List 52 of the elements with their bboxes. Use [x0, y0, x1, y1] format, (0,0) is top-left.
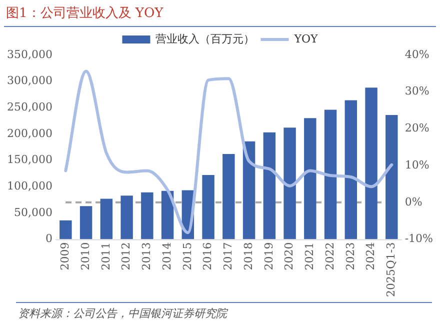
- legend-label: YOY: [293, 32, 319, 46]
- x-tick-label: 2023: [344, 242, 357, 270]
- x-tick-label: 2013: [140, 242, 154, 270]
- x-tick-label: 2015: [180, 242, 194, 270]
- y-tick-label: 200,000: [6, 126, 52, 140]
- x-tick-label: 2014: [160, 242, 174, 270]
- y2-tick-label: 30%: [404, 84, 430, 98]
- bar: [284, 128, 296, 240]
- bar: [365, 88, 378, 240]
- bar: [161, 190, 174, 240]
- x-tick-label: 2016: [201, 242, 214, 270]
- y-tick-label: 100,000: [6, 179, 52, 192]
- x-tick-label: 2012: [120, 242, 133, 270]
- y-tick-label: 250,000: [6, 100, 52, 114]
- bar: [263, 132, 276, 240]
- bar: [344, 100, 358, 240]
- chart-title: 图1：公司营业收入及 YOY: [6, 5, 164, 22]
- y2-tick-label: 0%: [404, 195, 422, 208]
- bar: [222, 154, 235, 240]
- y-tick-label: 0: [45, 232, 52, 246]
- bar: [242, 141, 256, 240]
- x-tick-label: 2009: [58, 242, 72, 270]
- y2-tick-label: -10%: [404, 232, 434, 246]
- x-tick-label: 2017: [222, 242, 235, 270]
- bar: [120, 196, 133, 240]
- x-tick-label: 2025Q1-3: [384, 242, 398, 298]
- y-tick-label: 350,000: [6, 48, 52, 61]
- x-tick-label: 2019: [262, 242, 276, 270]
- legend-label: 营业收入（百万元）: [156, 32, 255, 46]
- x-tick-label: 2022: [323, 242, 336, 270]
- bar: [304, 118, 316, 240]
- y2-tick-label: 40%: [404, 48, 430, 61]
- bar: [100, 198, 113, 240]
- bar: [202, 175, 214, 240]
- x-tick-label: 2010: [78, 242, 92, 270]
- bar: [386, 115, 398, 240]
- y2-tick-label: 20%: [404, 122, 430, 135]
- y-tick-label: 150,000: [6, 153, 52, 166]
- x-tick-label: 2020: [282, 242, 296, 270]
- x-tick-label: 2021: [303, 242, 316, 270]
- y-tick-label: 300,000: [6, 74, 52, 88]
- y2-tick-label: 10%: [404, 158, 430, 172]
- x-tick-label: 2024: [364, 242, 378, 270]
- bar: [141, 192, 154, 240]
- x-tick-label: 2011: [99, 242, 112, 270]
- y-tick-label: 50,000: [14, 206, 52, 219]
- bar: [80, 206, 92, 240]
- bar: [324, 110, 337, 240]
- bar: [60, 220, 72, 240]
- x-tick-label: 2018: [242, 242, 255, 270]
- line-series: [64, 70, 394, 234]
- text: 资料来源：公司公告，中国银河证券研究院: [18, 306, 227, 321]
